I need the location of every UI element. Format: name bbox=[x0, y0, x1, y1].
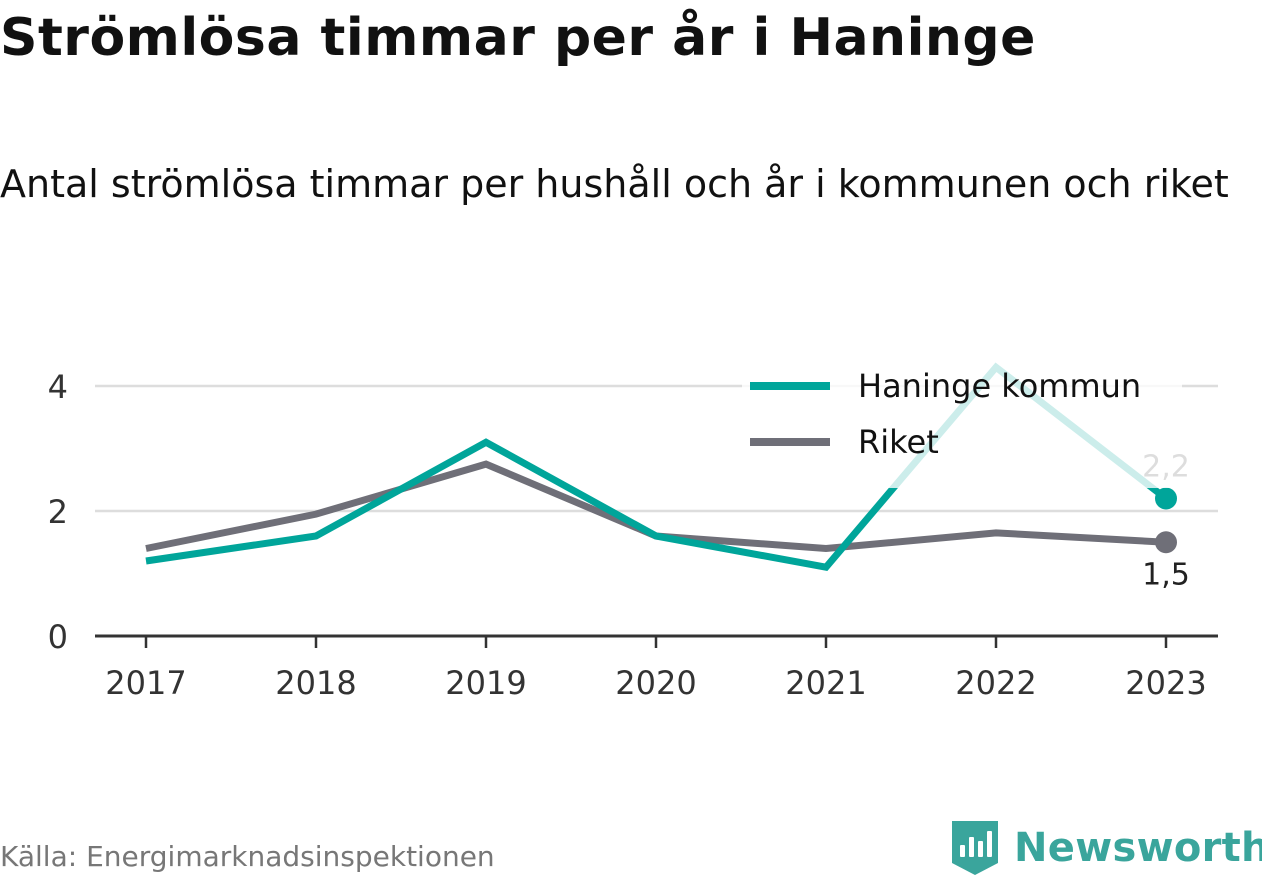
line-chart: 0 2 4 2017 2018 2019 2020 2021 2022 2023 Haninge… bbox=[47, 360, 1218, 702]
chart-subtitle: Antal strömlösa timmar per hushåll och å… bbox=[0, 162, 1229, 206]
y-tick-label: 2 bbox=[48, 493, 68, 531]
series-end-point bbox=[1155, 531, 1177, 554]
y-tick-label: 4 bbox=[48, 368, 68, 406]
newsworthy-logo-icon bbox=[952, 821, 998, 875]
x-tick-label: 2023 bbox=[1125, 664, 1206, 702]
end-label-haninge: 2,2 bbox=[1142, 450, 1190, 485]
x-tick-label: 2022 bbox=[955, 664, 1036, 702]
chart-title: Strömlösa timmar per år i Haninge bbox=[0, 8, 1036, 68]
legend: Haninge kommun Riket bbox=[742, 360, 1182, 488]
x-tick-label: 2021 bbox=[785, 664, 866, 702]
x-tick-label: 2019 bbox=[445, 664, 526, 702]
source-note: Källa: Energimarknadsinspektionen bbox=[0, 840, 495, 873]
brand-logo: Newsworthy bbox=[950, 818, 1262, 878]
end-labels: 2,2 1,5 bbox=[1142, 450, 1190, 593]
x-tick-label: 2020 bbox=[615, 664, 696, 702]
series-end-point bbox=[1155, 487, 1177, 510]
x-tick-label: 2017 bbox=[105, 664, 186, 702]
legend-entry-label: Haninge kommun bbox=[858, 367, 1141, 405]
x-axis: 2017 2018 2019 2020 2021 2022 2023 bbox=[95, 634, 1218, 702]
brand-name: Newsworthy bbox=[1014, 825, 1262, 871]
end-label-riket: 1,5 bbox=[1142, 557, 1190, 592]
legend-background bbox=[742, 360, 1182, 488]
legend-entry-label: Riket bbox=[858, 423, 939, 461]
y-tick-label: 0 bbox=[48, 618, 68, 656]
x-tick-label: 2018 bbox=[275, 664, 356, 702]
